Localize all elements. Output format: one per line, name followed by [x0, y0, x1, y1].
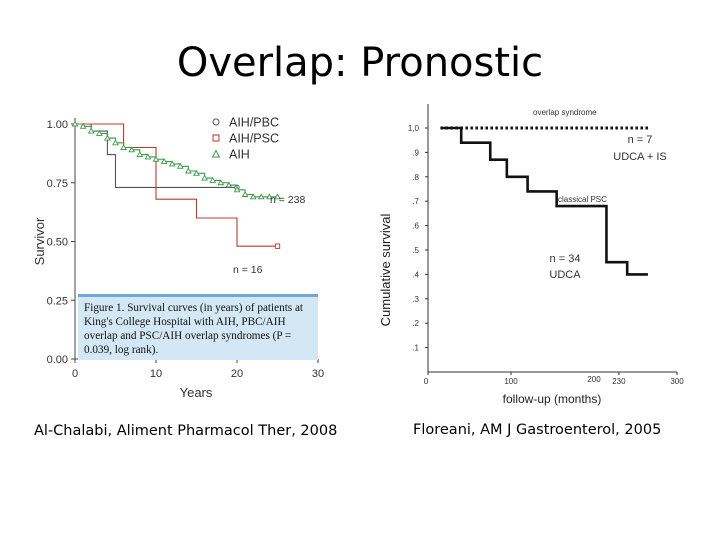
left-x-tick-label: 30 [312, 368, 324, 380]
curve-label-overlap: overlap syndrome [533, 108, 597, 117]
right-x-tick-label: 0 [424, 377, 429, 386]
annotation-mid-n: n = 34 [550, 253, 581, 265]
series-point-aih [176, 162, 184, 169]
series-point-aih [112, 139, 119, 146]
series-point-aih [201, 174, 208, 181]
right-y-tick-label: .2 [412, 319, 419, 328]
right-x-tick-label: 300 [670, 377, 684, 386]
series-point-aih [185, 167, 192, 174]
legend-label-aih: AIH [229, 148, 250, 162]
left-x-tick-label: 20 [231, 368, 243, 380]
series-line-aih-psc [75, 123, 278, 247]
right-y-tick-label: .4 [412, 270, 419, 279]
annotation-mid-group: UDCA [549, 269, 581, 281]
series-point-aih [225, 181, 233, 188]
left-x-axis-label: Years [180, 385, 213, 400]
left-y-axis-label: Survivor [32, 217, 47, 265]
legend-marker-aih-psc [212, 134, 220, 142]
series-point-aih [257, 193, 265, 200]
series-point-aih-psc [274, 243, 281, 249]
left-x-tick-label: 0 [72, 368, 78, 380]
series-point-aih [104, 134, 111, 141]
series-point-aih [209, 176, 217, 183]
right-y-axis-label: Cumulative survival [378, 214, 393, 327]
slide-title: Overlap: Pronostic [176, 40, 544, 86]
series-line-classical-psc [440, 126, 648, 276]
right-y-tick-label: .6 [412, 222, 419, 231]
series-point-aih [233, 186, 241, 193]
series-point-aih [79, 122, 87, 129]
series-point-aih [241, 190, 249, 197]
right-x-tick-label: 200 [587, 375, 601, 384]
series-point-aih [120, 143, 127, 150]
series-point-aih [87, 127, 95, 134]
series-point-aih [266, 193, 273, 200]
left-series [71, 120, 281, 249]
left-x-tick-label: 10 [150, 368, 162, 380]
right-y-tick-label: .1 [412, 344, 419, 353]
right-x-tick-label: 100 [504, 377, 518, 386]
series-point-aih [193, 169, 200, 176]
series-point-aih [217, 179, 225, 186]
series-point-aih [168, 160, 176, 167]
right-series [440, 126, 648, 276]
left-y-tick-label: 0.00 [47, 354, 68, 366]
right-y-tick-label: .9 [412, 148, 419, 157]
right-x-axis-label: follow-up (months) [503, 392, 602, 406]
annotation-top-group: UDCA + IS [613, 151, 667, 163]
annotation-top-n: n = 7 [628, 134, 653, 146]
legend-marker-aih-pbc [212, 118, 220, 126]
series-point-aih [136, 151, 144, 157]
series-point-aih [144, 153, 152, 160]
series-point-aih [71, 120, 79, 127]
legend-label-aih-psc: AIH/PSC [229, 132, 279, 146]
legend-label-aih-pbc: AIH/PBC [229, 116, 279, 130]
legend-marker-aih [211, 149, 221, 158]
right-y-tick-label: .3 [412, 295, 419, 304]
right-y-tick-label: .5 [412, 246, 419, 255]
series-point-aih [160, 158, 168, 165]
left-y-tick-label: 0.50 [47, 237, 68, 249]
right-y-tick-label: .7 [412, 197, 419, 206]
series-point-aih [128, 146, 136, 153]
right-y-tick-label: 1,0 [408, 124, 420, 133]
left-y-tick-label: 0.75 [47, 178, 68, 190]
right-axes: .1 .2 .3 .4 .5 .6 .7 .8 .9 1,0 0 100 200 230 300 [408, 104, 684, 386]
curve-label-classical-psc: classical PSC [558, 195, 607, 204]
series-point-aih [95, 129, 103, 136]
series-line-aih-pbc [75, 123, 237, 188]
right-y-tick-label: .8 [412, 173, 419, 182]
right-x-tick-label: 230 [612, 377, 626, 386]
annotation-n-238: n = 238 [270, 194, 305, 206]
left-y-tick-label: 1.00 [47, 119, 68, 131]
figure-caption: Figure 1. Survival curves (in years) of … [84, 302, 304, 356]
annotation-n-16: n = 16 [233, 264, 263, 276]
left-citation: Al-Chalabi, Aliment Pharmacol Ther, 2008 [34, 423, 338, 439]
series-point-aih [152, 155, 160, 162]
series-point-aih [249, 193, 257, 200]
figure-caption-box: Figure 1. Survival curves (in years) of … [78, 294, 318, 360]
left-legend: AIH/PBC AIH/PSC AIH [211, 116, 279, 162]
right-citation: Floreani, AM J Gastroenterol, 2005 [413, 422, 662, 438]
series-point-aih [274, 193, 281, 200]
left-y-tick-label: 0.25 [47, 295, 68, 307]
